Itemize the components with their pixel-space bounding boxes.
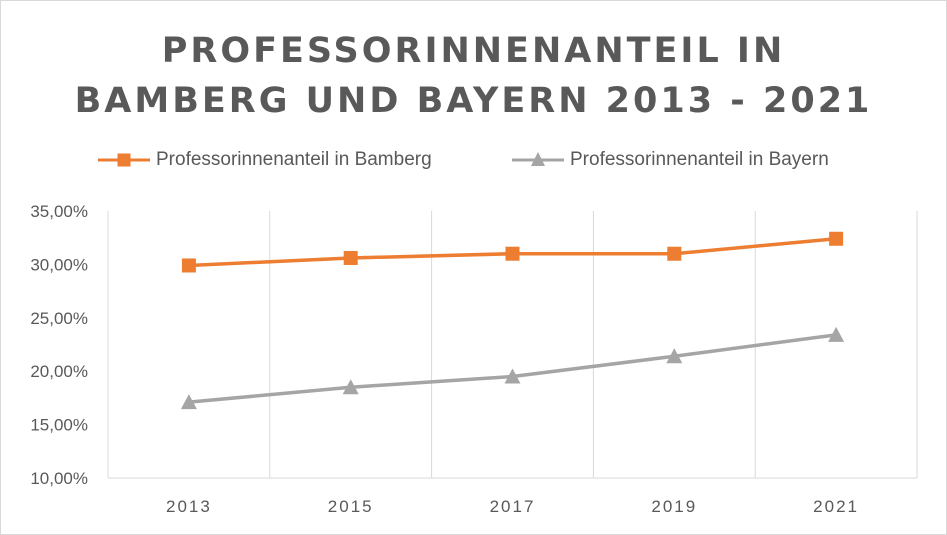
x-tick-label: 2021	[813, 497, 859, 516]
y-tick-label: 35,00%	[30, 202, 88, 221]
data-point-bamberg	[181, 258, 196, 273]
legend-label-bayern: Professorinnenanteil in Bayern	[570, 149, 829, 170]
x-tick-label: 2013	[166, 497, 212, 516]
x-tick-label: 2019	[651, 497, 697, 516]
y-tick-label: 15,00%	[30, 416, 88, 435]
data-point-bamberg	[343, 250, 358, 265]
data-point-bayern	[504, 368, 521, 384]
y-tick-label: 30,00%	[30, 255, 88, 274]
x-tick-label: 2017	[490, 497, 536, 516]
legend-marker-square-icon	[98, 153, 150, 167]
data-point-bamberg	[667, 246, 682, 261]
data-point-bamberg	[829, 231, 844, 246]
chart-title-line-1: PROFESSORINNENANTEIL IN	[161, 31, 786, 71]
x-tick-label: 2015	[328, 497, 374, 516]
legend-item-bamberg: Professorinnenanteil in Bamberg	[98, 148, 432, 172]
legend-item-bayern: Professorinnenanteil in Bayern	[512, 148, 829, 172]
legend: Professorinnenanteil in Bamberg Professo…	[0, 148, 947, 172]
series-line-bayern	[187, 333, 838, 404]
data-point-bamberg	[505, 246, 520, 261]
data-point-bayern	[180, 394, 197, 410]
chart-title-line-2: BAMBERG UND BAYERN 2013 - 2021	[74, 81, 873, 121]
data-point-bayern	[666, 348, 683, 364]
y-tick-label: 20,00%	[30, 362, 88, 381]
y-tick-label: 25,00%	[30, 309, 88, 328]
data-point-bayern	[828, 326, 845, 342]
data-point-bayern	[342, 379, 359, 395]
legend-marker-triangle-icon	[512, 152, 564, 166]
chart-title: PROFESSORINNENANTEIL IN BAMBERG UND BAYE…	[0, 26, 947, 126]
legend-label-bamberg: Professorinnenanteil in Bamberg	[156, 149, 432, 170]
y-tick-label: 10,00%	[30, 469, 88, 488]
